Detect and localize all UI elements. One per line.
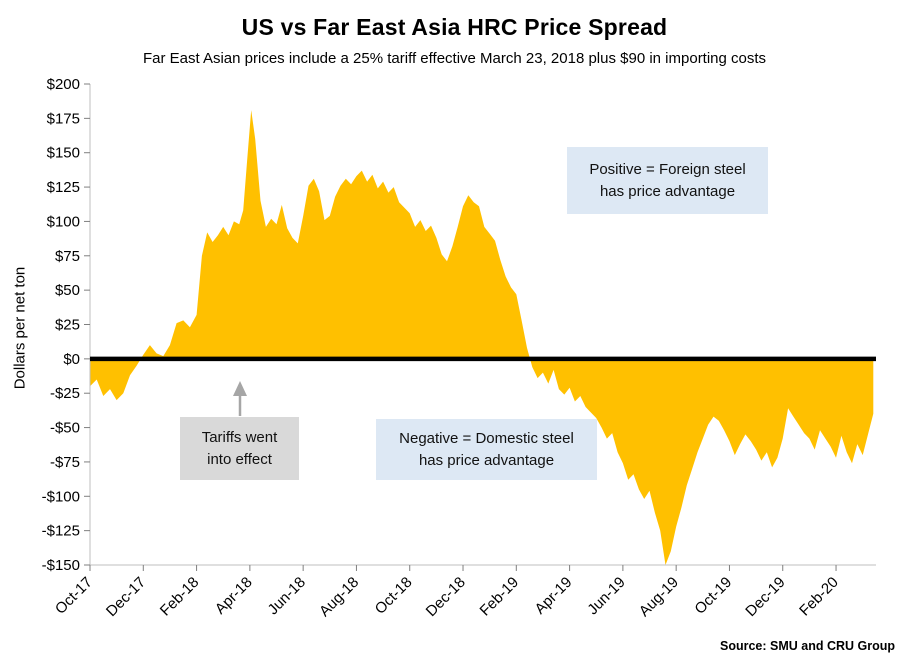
y-tick-label: $200 [47, 76, 80, 93]
x-tick-label: Oct-17 [52, 574, 96, 618]
x-tick-label: Feb-18 [157, 574, 203, 620]
x-tick-label: Oct-18 [372, 574, 416, 618]
y-tick-label: -$100 [42, 488, 80, 505]
x-tick-label: Jun-18 [265, 574, 309, 618]
area-series [90, 110, 874, 565]
annotation-positive-line1: Positive = Foreign steel [589, 160, 746, 178]
x-tick-label: Apr-18 [212, 574, 256, 618]
x-tick-label: Dec-17 [103, 574, 149, 620]
x-tick-label: Jun-19 [584, 574, 628, 618]
y-tick-label: $175 [47, 110, 80, 127]
x-tick-label: Dec-19 [742, 574, 788, 620]
tariff-arrow-head-icon [233, 381, 247, 396]
y-tick-label: -$50 [50, 420, 80, 437]
annotation-positive-line2: has price advantage [599, 182, 736, 200]
x-tick-label: Oct-19 [691, 574, 735, 618]
annotation-positive: Positive = Foreign steel has price advan… [567, 147, 768, 214]
annotation-negative-line2: has price advantage [418, 451, 555, 469]
chart-subtitle: Far East Asian prices include a 25% tari… [142, 50, 767, 67]
y-tick-label: $50 [55, 282, 80, 299]
x-tick-label: Aug-18 [316, 574, 362, 620]
y-tick-label: $0 [63, 351, 80, 368]
annotation-negative: Negative = Domestic steel has price adva… [376, 419, 597, 480]
chart-title: US vs Far East Asia HRC Price Spread [241, 14, 668, 40]
x-tick-label: Dec-18 [423, 574, 469, 620]
x-tick-label: Apr-19 [532, 574, 576, 618]
y-tick-label: -$150 [42, 557, 80, 574]
x-tick-label: Aug-19 [636, 574, 682, 620]
x-tick-label: Feb-19 [477, 574, 523, 620]
y-tick-label: $75 [55, 248, 80, 265]
x-tick-label: Feb-20 [796, 574, 842, 620]
source-note: Source: SMU and CRU Group [719, 639, 895, 653]
y-tick-label: -$125 [42, 523, 80, 540]
y-tick-label: $25 [55, 317, 80, 334]
y-tick-label: $100 [47, 213, 80, 230]
annotation-tariffs-line1: Tariffs went [201, 428, 278, 446]
y-tick-label: -$25 [50, 385, 80, 402]
y-tick-label: $150 [47, 145, 80, 162]
annotation-tariffs-line2: into effect [207, 450, 272, 468]
y-tick-label: $125 [47, 179, 80, 196]
y-tick-label: -$75 [50, 454, 80, 471]
annotation-tariffs: Tariffs went into effect [180, 417, 299, 480]
annotation-negative-line1: Negative = Domestic steel [399, 429, 574, 447]
